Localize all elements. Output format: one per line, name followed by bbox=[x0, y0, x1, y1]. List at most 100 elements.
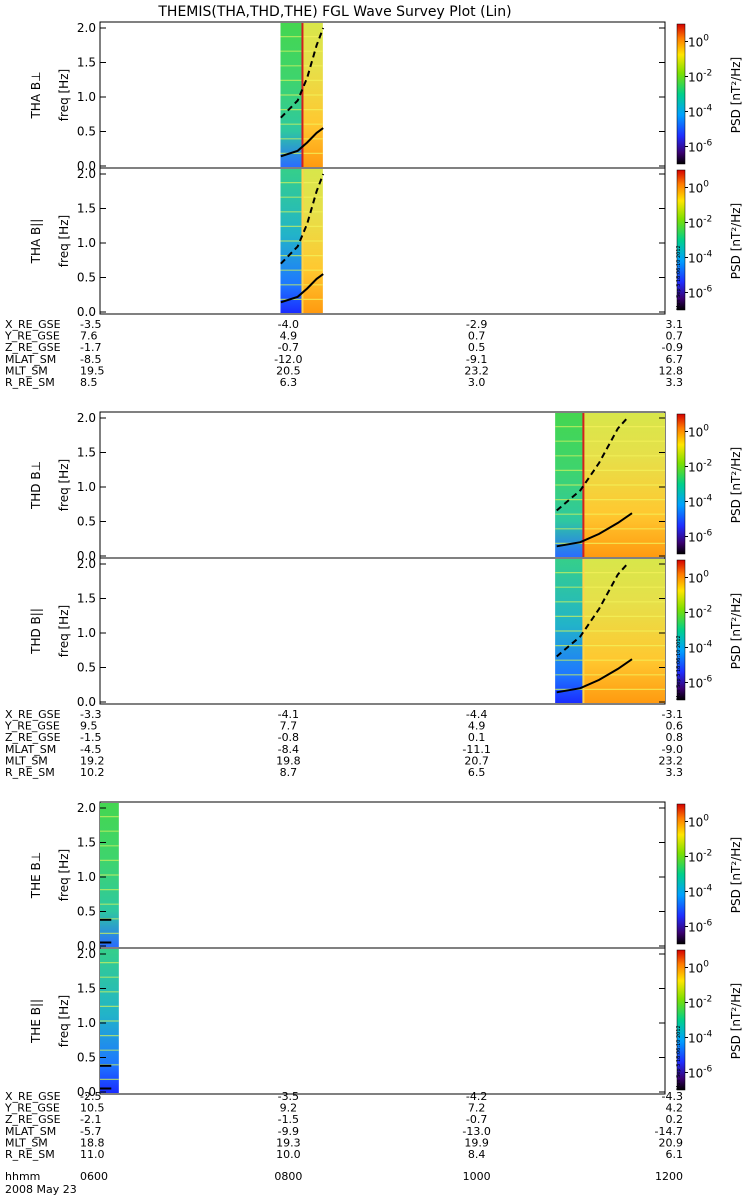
ephemeris-row-name: Y_RE_GSE bbox=[4, 1102, 60, 1115]
y-tick-label: 1.5 bbox=[77, 982, 96, 996]
ephemeris-value: -9.0 bbox=[662, 743, 683, 756]
ephemeris-value: 18.8 bbox=[80, 1136, 105, 1149]
curve-upper bbox=[556, 417, 629, 512]
ephemeris-value: 9.2 bbox=[280, 1102, 298, 1115]
colorbar-label: PSD [nT²/Hz] bbox=[729, 983, 743, 1059]
ephemeris-table-thd: X_RE_GSE -3.3 -4.1 -4.4 -3.1 Y_RE_GSE 9.5 7.7 4.… bbox=[4, 708, 683, 779]
time-axis-label: hhmm bbox=[5, 1170, 40, 1183]
ephemeris-value: 4.2 bbox=[666, 1102, 684, 1115]
ephemeris-value: -3.5 bbox=[80, 318, 101, 331]
colorbar-tick-label: 10-2 bbox=[688, 215, 712, 231]
y-tick-label: 1.0 bbox=[77, 626, 96, 640]
ephemeris-value: 8.7 bbox=[280, 766, 298, 779]
ephemeris-value: 0.7 bbox=[468, 330, 486, 343]
colorbar-tick-label: 10-6 bbox=[688, 919, 713, 935]
ephemeris-value: -4.2 bbox=[466, 1090, 487, 1103]
time-tick-label: 1200 bbox=[655, 1170, 683, 1183]
ephemeris-value: -11.1 bbox=[462, 743, 490, 756]
panel-label: THA B⊥ bbox=[29, 71, 43, 119]
colorbar-tick-label: 10-4 bbox=[688, 494, 713, 510]
ephemeris-row-name: X_RE_GSE bbox=[5, 708, 61, 721]
ephemeris-value: 3.3 bbox=[666, 376, 684, 389]
y-tick-label: 0.5 bbox=[77, 1051, 96, 1065]
y-tick-label: 0.0 bbox=[77, 1085, 96, 1099]
ephemeris-value: -2.5 bbox=[80, 1090, 101, 1103]
colorbar bbox=[676, 949, 686, 1091]
ephemeris-value: -13.0 bbox=[462, 1125, 490, 1138]
ephemeris-value: 12.8 bbox=[659, 364, 684, 377]
colorbar-tick-label: 10-6 bbox=[688, 529, 713, 545]
colorbar-tick-label: 100 bbox=[688, 180, 709, 196]
y-tick-label: 1.0 bbox=[77, 236, 96, 250]
panel-label: THD B|| bbox=[29, 608, 43, 655]
ephemeris-value: -9.1 bbox=[466, 353, 487, 366]
colorbar-tick-label: 100 bbox=[688, 960, 709, 976]
colorbar-tick-label: 100 bbox=[688, 424, 709, 440]
ephemeris-table-the: X_RE_GSE -2.5 -3.5 -4.2 -4.3 Y_RE_GSE 10.5 9.2 7… bbox=[4, 1090, 683, 1161]
ephemeris-value: 20.5 bbox=[276, 364, 301, 377]
panel-tha-bperp: 0.0 0.5 1.0 1.5 2.0 freq [Hz] THA B⊥ 100 10-2 10-… bbox=[29, 21, 743, 173]
ephemeris-value: 6.1 bbox=[666, 1148, 684, 1161]
ephemeris-value: -0.7 bbox=[466, 1113, 487, 1126]
ephemeris-table-tha: X_RE_GSE -3.5 -4.0 -2.9 3.1 Y_RE_GSE 7.6 4.9 0.7… bbox=[4, 318, 683, 389]
colorbar-tick-label: 100 bbox=[688, 814, 709, 830]
ephemeris-value: 3.1 bbox=[666, 318, 684, 331]
ephemeris-value: -0.9 bbox=[662, 341, 683, 354]
ephemeris-value: -0.7 bbox=[278, 341, 299, 354]
ephemeris-value: -4.1 bbox=[278, 708, 299, 721]
curve-upper bbox=[556, 563, 629, 658]
y-tick-label: 1.0 bbox=[77, 90, 96, 104]
time-stamp: Mon Sep 3 18:06:10 2012 bbox=[676, 1025, 682, 1090]
y-tick-label: 2.0 bbox=[77, 21, 96, 35]
ephemeris-row-name: R_RE_SM bbox=[5, 1148, 55, 1161]
ephemeris-value: -0.8 bbox=[278, 731, 299, 744]
ephemeris-row-name: X_RE_GSE bbox=[5, 318, 61, 331]
y-tick-label: 1.0 bbox=[77, 480, 96, 494]
ephemeris-value: 20.7 bbox=[464, 754, 489, 767]
panels-layer: 0.0 0.5 1.0 1.5 2.0 freq [Hz] THA B⊥ 100 10-2 10-… bbox=[29, 21, 743, 1099]
chart-title: THEMIS(THA,THD,THE) FGL Wave Survey Plot… bbox=[157, 4, 511, 20]
colorbar-label: PSD [nT²/Hz] bbox=[729, 57, 743, 133]
y-tick-label: 0.0 bbox=[77, 939, 96, 953]
ephemeris-value: 10.2 bbox=[80, 766, 105, 779]
colorbar-tick-label: 10-4 bbox=[688, 884, 713, 900]
curve-lower bbox=[280, 273, 324, 304]
ephemeris-value: -9.9 bbox=[278, 1125, 299, 1138]
ephemeris-value: -2.1 bbox=[80, 1113, 101, 1126]
y-tick-label: 1.0 bbox=[77, 870, 96, 884]
ephemeris-value: 6.3 bbox=[280, 376, 298, 389]
ephemeris-value: 0.2 bbox=[666, 1113, 684, 1126]
y-tick-label: 0.5 bbox=[77, 661, 96, 675]
ephemeris-value: 7.6 bbox=[80, 330, 98, 343]
date-label: 2008 May 23 bbox=[5, 1183, 77, 1196]
ephemeris-row-name: Z_RE_GSE bbox=[5, 731, 61, 744]
colorbar-tick-label: 10-4 bbox=[688, 1030, 713, 1046]
colorbar-tick-label: 10-6 bbox=[688, 139, 713, 155]
ephemeris-row-name: Y_RE_GSE bbox=[4, 720, 60, 733]
ephemeris-value: 19.9 bbox=[464, 1136, 489, 1149]
ephemeris-value: -12.0 bbox=[274, 353, 302, 366]
y-tick-label: 2.0 bbox=[77, 947, 96, 961]
ephemeris-row-name: MLAT_SM bbox=[5, 353, 56, 366]
y-tick-label: 0.5 bbox=[77, 125, 96, 139]
y-tick-label: 0.5 bbox=[77, 905, 96, 919]
time-tick-label: 0600 bbox=[80, 1170, 108, 1183]
colorbar-tick-label: 10-2 bbox=[688, 995, 712, 1011]
ephemeris-value: -4.0 bbox=[278, 318, 299, 331]
colorbar-label: PSD [nT²/Hz] bbox=[729, 593, 743, 669]
colorbar bbox=[676, 413, 686, 555]
y-tick-label: 2.0 bbox=[77, 167, 96, 181]
ephemeris-value: -2.9 bbox=[466, 318, 487, 331]
panel-frame bbox=[99, 21, 666, 169]
y-tick-label: 1.5 bbox=[77, 592, 96, 606]
y-tick-label: 1.0 bbox=[77, 1016, 96, 1030]
ephemeris-value: 3.0 bbox=[468, 376, 486, 389]
y-tick-label: 2.0 bbox=[77, 557, 96, 571]
ephemeris-value: 19.8 bbox=[276, 754, 301, 767]
y-tick-label: 0.0 bbox=[77, 549, 96, 563]
ephemeris-value: 8.4 bbox=[468, 1148, 486, 1161]
colorbar-label: PSD [nT²/Hz] bbox=[729, 837, 743, 913]
colorbar-tick-label: 10-4 bbox=[688, 250, 713, 266]
colorbar-tick-label: 10-6 bbox=[688, 285, 713, 301]
